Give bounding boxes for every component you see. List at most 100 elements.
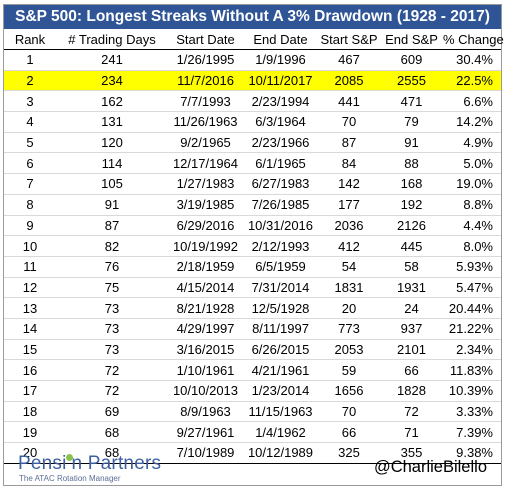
cell-end-sp: 192: [380, 194, 443, 216]
cell-start-sp: 467: [318, 49, 380, 71]
cell-start-date: 3/16/2015: [168, 339, 243, 361]
cell-start-date: 1/10/1961: [168, 359, 243, 381]
table-row: 18 69 8/9/1963 11/15/1963 70 72 3.33%: [4, 401, 501, 423]
cell-pct-change: 21.22%: [443, 318, 501, 340]
cell-rank: 16: [4, 359, 56, 381]
table-row: 1 241 1/26/1995 1/9/1996 467 609 30.4%: [4, 49, 501, 71]
col-header-start-sp: Start S&P: [318, 29, 380, 50]
cell-start-sp: 87: [318, 132, 380, 154]
cell-pct-change: 4.9%: [443, 132, 501, 154]
cell-start-date: 10/19/1992: [168, 235, 243, 257]
footer: Pensi n Partners The ATAC Rotation Manage…: [4, 450, 501, 485]
cell-end-sp: 1828: [380, 380, 443, 402]
cell-rank: 20: [4, 442, 56, 464]
table-row: 11 76 2/18/1959 6/5/1959 54 58 5.93%: [4, 256, 501, 278]
cell-trading-days: 120: [56, 132, 168, 154]
cell-rank: 5: [4, 132, 56, 154]
cell-end-sp: 355: [380, 442, 443, 464]
cell-start-date: 8/9/1963: [168, 401, 243, 423]
table-row: 17 72 10/10/2013 1/23/2014 1656 1828 10.39%: [4, 380, 501, 402]
pension-partners-logo: Pensi n Partners The ATAC Rotation Manage…: [18, 454, 161, 484]
cell-pct-change: 2.34%: [443, 339, 501, 361]
cell-rank: 17: [4, 380, 56, 402]
table-row: 6 114 12/17/1964 6/1/1965 84 88 5.0%: [4, 152, 501, 175]
cell-pct-change: 22.5%: [443, 70, 501, 92]
cell-trading-days: 234: [56, 70, 168, 92]
cell-end-date: 12/5/1928: [243, 297, 318, 319]
cell-end-date: 6/26/2015: [243, 339, 318, 361]
table-row: 2 234 11/7/2016 10/11/2017 2085 2555 22.5%: [4, 70, 501, 92]
col-header-start-date: Start Date: [168, 29, 243, 50]
table-row: 3 162 7/7/1993 2/23/1994 441 471 6.6%: [4, 90, 501, 113]
cell-start-date: 9/2/1965: [168, 132, 243, 154]
table-row: 5 120 9/2/1965 2/23/1966 87 91 4.9%: [4, 132, 501, 154]
cell-end-sp: 471: [380, 90, 443, 113]
cell-trading-days: 73: [56, 339, 168, 361]
cell-rank: 8: [4, 194, 56, 216]
cell-pct-change: 11.83%: [443, 359, 501, 381]
cell-rank: 19: [4, 421, 56, 444]
cell-rank: 10: [4, 235, 56, 257]
cell-start-sp: 142: [318, 173, 380, 195]
cell-start-date: 7/7/1993: [168, 90, 243, 113]
logo-dot-icon: [65, 454, 73, 461]
cell-pct-change: 8.0%: [443, 235, 501, 257]
cell-trading-days: 69: [56, 401, 168, 423]
cell-end-date: 1/9/1996: [243, 49, 318, 71]
cell-rank: 14: [4, 318, 56, 340]
table-row: 19 68 9/27/1961 1/4/1962 66 71 7.39%: [4, 421, 501, 444]
cell-start-date: 6/29/2016: [168, 215, 243, 237]
col-header-rank: Rank: [4, 29, 56, 50]
cell-rank: 15: [4, 339, 56, 361]
cell-start-sp: 20: [318, 297, 380, 319]
cell-pct-change: 19.0%: [443, 173, 501, 195]
cell-rank: 1: [4, 49, 56, 71]
cell-start-date: 1/26/1995: [168, 49, 243, 71]
cell-trading-days: 241: [56, 49, 168, 71]
cell-start-date: 8/21/1928: [168, 297, 243, 319]
cell-pct-change: 10.39%: [443, 380, 501, 402]
cell-end-date: 11/15/1963: [243, 401, 318, 423]
cell-start-date: 7/10/1989: [168, 442, 243, 464]
cell-end-sp: 71: [380, 421, 443, 444]
cell-start-sp: 2053: [318, 339, 380, 361]
col-header-end-date: End Date: [243, 29, 318, 50]
cell-start-date: 4/29/1997: [168, 318, 243, 340]
cell-start-sp: 84: [318, 152, 380, 175]
cell-trading-days: 73: [56, 318, 168, 340]
table-row: 12 75 4/15/2014 7/31/2014 1831 1931 5.47%: [4, 277, 501, 299]
cell-end-date: 1/23/2014: [243, 380, 318, 402]
cell-pct-change: 3.33%: [443, 401, 501, 423]
cell-start-sp: 54: [318, 256, 380, 278]
cell-rank: 13: [4, 297, 56, 319]
cell-trading-days: 87: [56, 215, 168, 237]
cell-rank: 3: [4, 90, 56, 113]
col-header-end-sp: End S&P: [380, 29, 443, 50]
cell-pct-change: 4.4%: [443, 215, 501, 237]
cell-end-sp: 168: [380, 173, 443, 195]
cell-end-date: 8/11/1997: [243, 318, 318, 340]
cell-end-date: 7/31/2014: [243, 277, 318, 299]
cell-start-sp: 177: [318, 194, 380, 216]
streaks-table: Rank # Trading Days Start Date End Date …: [4, 29, 504, 464]
cell-end-date: 2/23/1966: [243, 132, 318, 154]
cell-trading-days: 72: [56, 380, 168, 402]
cell-start-sp: 412: [318, 235, 380, 257]
table-row: 16 72 1/10/1961 4/21/1961 59 66 11.83%: [4, 359, 501, 381]
cell-end-sp: 91: [380, 132, 443, 154]
table-row: 15 73 3/16/2015 6/26/2015 2053 2101 2.34%: [4, 339, 501, 361]
table-row: 7 105 1/27/1983 6/27/1983 142 168 19.0%: [4, 173, 501, 195]
cell-pct-change: 7.39%: [443, 421, 501, 444]
cell-end-sp: 79: [380, 111, 443, 133]
twitter-handle: @CharlieBilello: [373, 458, 487, 476]
cell-end-sp: 24: [380, 297, 443, 319]
cell-pct-change: 5.0%: [443, 152, 501, 175]
cell-end-sp: 937: [380, 318, 443, 340]
cell-start-sp: 773: [318, 318, 380, 340]
cell-end-date: 2/23/1994: [243, 90, 318, 113]
cell-start-date: 11/7/2016: [168, 70, 243, 92]
cell-trading-days: 72: [56, 359, 168, 381]
cell-start-sp: 325: [318, 442, 380, 464]
cell-start-sp: 70: [318, 401, 380, 423]
cell-start-sp: 1656: [318, 380, 380, 402]
